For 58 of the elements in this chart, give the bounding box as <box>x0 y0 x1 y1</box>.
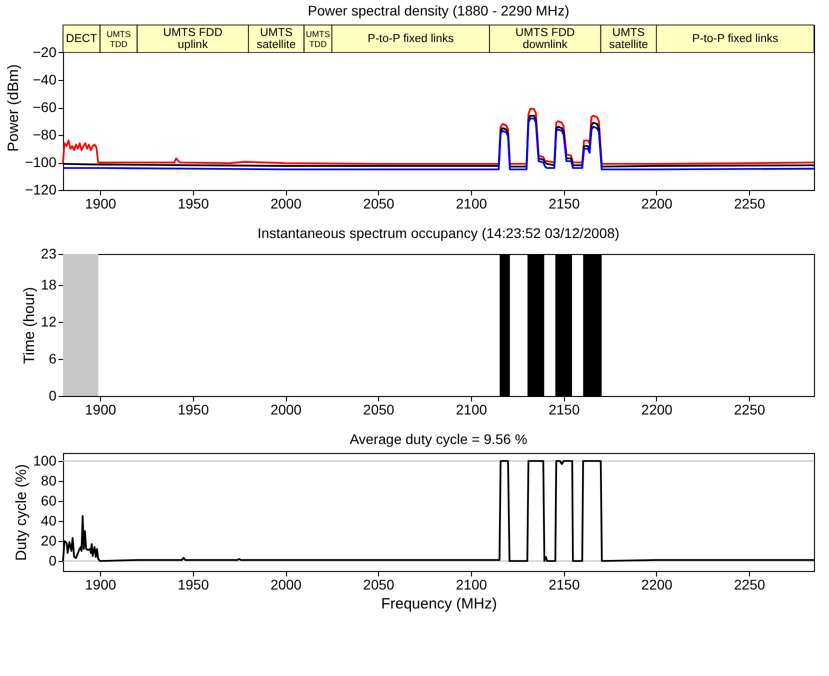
x-tick-label: 2100 <box>456 196 488 212</box>
band-label: P-to-P fixed links <box>368 32 454 45</box>
chart-title: Average duty cycle = 9.56 % <box>350 431 528 447</box>
x-tick-label: 2200 <box>641 576 673 592</box>
y-axis-title: Time (hour) <box>20 287 38 364</box>
x-tick-label: 2250 <box>734 196 766 212</box>
y-tick-label: −100 <box>24 154 57 170</box>
x-tick-label: 2200 <box>641 196 673 212</box>
y-tick-label: 80 <box>40 472 57 488</box>
x-tick-label: 2000 <box>270 402 302 418</box>
chart-title: Instantaneous spectrum occupancy (14:23:52 03/12/2008) <box>258 225 620 241</box>
x-tick-label: 1950 <box>178 402 210 418</box>
band-label: UMTS FDD uplink <box>163 26 223 51</box>
x-tick-label: 2150 <box>548 196 580 212</box>
y-tick-label: −20 <box>32 44 57 60</box>
y-tick-label: 18 <box>40 276 57 292</box>
y-tick-label: −120 <box>24 182 57 198</box>
y-tick-label: 12 <box>40 313 57 330</box>
x-tick-label: 2150 <box>548 576 580 592</box>
x-tick-label: 1950 <box>178 576 210 592</box>
band-label: DECT <box>66 32 98 45</box>
line-series <box>62 108 815 165</box>
band-label: UMTS satellite <box>256 26 296 51</box>
y-tick-label: 6 <box>48 350 57 366</box>
band-label: UMTS FDD downlink <box>515 26 575 51</box>
x-tick-label: 2100 <box>456 576 488 592</box>
y-tick-label: 20 <box>40 532 57 548</box>
chart-title: Power spectral density (1880 - 2290 MHz) <box>308 2 570 19</box>
y-tick-label: 40 <box>40 512 57 528</box>
y-tick-label: −60 <box>32 99 57 115</box>
x-tick-label: 2100 <box>456 402 488 418</box>
y-tick-label: 0 <box>48 388 57 404</box>
y-tick-label: −80 <box>32 126 57 142</box>
band-label: P-to-P fixed links <box>692 32 778 45</box>
x-tick-label: 1900 <box>85 576 116 592</box>
x-tick-label: 2000 <box>270 576 302 592</box>
band-label: UMTS TDD <box>106 28 131 49</box>
x-tick-label: 2000 <box>270 196 302 212</box>
x-tick-label: 2150 <box>548 402 580 418</box>
x-tick-label: 2050 <box>363 576 395 592</box>
y-tick-label: 100 <box>33 452 57 468</box>
x-tick-label: 2250 <box>734 402 766 418</box>
x-tick-label: 2250 <box>734 576 766 592</box>
y-tick-label: 0 <box>48 552 57 568</box>
x-axis-title: Frequency (MHz) <box>381 596 497 612</box>
y-axis-title: Duty cycle (%) <box>13 464 30 561</box>
y-axis-title: Power (dBm) <box>4 64 22 152</box>
y-tick-label: 23 <box>40 246 57 262</box>
x-tick-label: 2050 <box>363 402 395 418</box>
x-tick-label: 1900 <box>85 196 116 212</box>
x-tick-label: 1900 <box>85 402 116 418</box>
x-tick-label: 2200 <box>641 402 673 418</box>
x-tick-label: 1950 <box>178 196 210 212</box>
band-label: UMTS satellite <box>609 26 648 51</box>
band-label: UMTS TDD <box>306 28 330 49</box>
y-tick-label: −40 <box>32 72 57 88</box>
x-tick-label: 2050 <box>363 196 395 212</box>
y-tick-label: 60 <box>40 492 57 508</box>
